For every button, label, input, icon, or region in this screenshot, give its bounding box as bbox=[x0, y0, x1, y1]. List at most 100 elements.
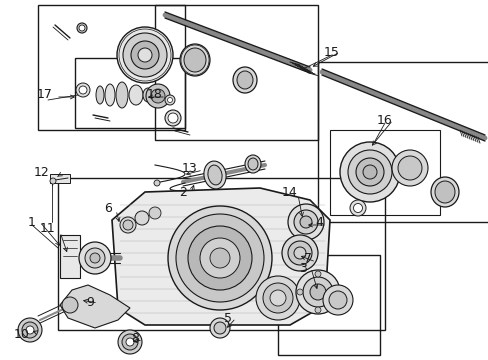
Ellipse shape bbox=[237, 71, 252, 89]
Ellipse shape bbox=[232, 67, 257, 93]
Circle shape bbox=[154, 180, 160, 186]
Text: 12: 12 bbox=[34, 166, 50, 179]
Ellipse shape bbox=[183, 48, 205, 72]
Circle shape bbox=[391, 150, 427, 186]
Circle shape bbox=[287, 204, 324, 240]
Circle shape bbox=[187, 226, 251, 290]
Circle shape bbox=[397, 156, 421, 180]
Text: 11: 11 bbox=[40, 221, 56, 234]
Circle shape bbox=[168, 113, 178, 123]
Text: 18: 18 bbox=[147, 89, 163, 102]
Circle shape bbox=[309, 284, 325, 300]
Text: 17: 17 bbox=[37, 89, 53, 102]
Circle shape bbox=[22, 322, 38, 338]
Text: 16: 16 bbox=[376, 113, 392, 126]
Ellipse shape bbox=[247, 158, 258, 170]
Circle shape bbox=[123, 33, 167, 77]
Text: 15: 15 bbox=[324, 45, 339, 58]
Circle shape bbox=[200, 238, 240, 278]
Circle shape bbox=[120, 217, 136, 233]
Ellipse shape bbox=[430, 177, 458, 207]
Circle shape bbox=[76, 83, 90, 97]
Text: 7: 7 bbox=[304, 252, 311, 265]
Circle shape bbox=[362, 165, 376, 179]
Polygon shape bbox=[60, 285, 130, 328]
Circle shape bbox=[209, 248, 229, 268]
Circle shape bbox=[122, 334, 138, 350]
Ellipse shape bbox=[129, 85, 142, 105]
Circle shape bbox=[332, 289, 338, 295]
Ellipse shape bbox=[180, 44, 209, 76]
Circle shape bbox=[135, 211, 149, 225]
Circle shape bbox=[295, 270, 339, 314]
Circle shape bbox=[138, 48, 152, 62]
Circle shape bbox=[79, 242, 111, 274]
Bar bbox=[317, 62, 488, 222]
Text: 8: 8 bbox=[131, 332, 139, 345]
Circle shape bbox=[118, 330, 142, 354]
Circle shape bbox=[85, 248, 105, 268]
Bar bbox=[60, 235, 80, 278]
Circle shape bbox=[349, 200, 365, 216]
Circle shape bbox=[164, 95, 175, 105]
Circle shape bbox=[126, 338, 134, 346]
Circle shape bbox=[314, 271, 320, 277]
Circle shape bbox=[146, 84, 170, 108]
Text: 14: 14 bbox=[282, 185, 297, 198]
Ellipse shape bbox=[203, 161, 225, 189]
Circle shape bbox=[167, 98, 172, 103]
Text: 5: 5 bbox=[224, 311, 231, 324]
Circle shape bbox=[353, 203, 362, 212]
Circle shape bbox=[296, 289, 303, 295]
Circle shape bbox=[303, 277, 332, 307]
Bar bbox=[75, 58, 184, 128]
Ellipse shape bbox=[116, 82, 128, 108]
Circle shape bbox=[347, 150, 391, 194]
Circle shape bbox=[168, 206, 271, 310]
Circle shape bbox=[90, 253, 100, 263]
Polygon shape bbox=[112, 188, 329, 325]
Circle shape bbox=[50, 178, 56, 184]
Bar bbox=[155, 5, 317, 140]
Circle shape bbox=[123, 220, 133, 230]
Circle shape bbox=[151, 89, 164, 103]
Ellipse shape bbox=[142, 88, 153, 102]
Circle shape bbox=[263, 283, 292, 313]
Circle shape bbox=[314, 307, 320, 313]
Circle shape bbox=[176, 214, 264, 302]
Circle shape bbox=[62, 297, 78, 313]
Circle shape bbox=[323, 285, 352, 315]
Ellipse shape bbox=[105, 84, 115, 106]
Ellipse shape bbox=[207, 165, 222, 185]
Text: 1: 1 bbox=[28, 216, 36, 229]
Circle shape bbox=[299, 216, 311, 228]
Circle shape bbox=[293, 247, 305, 259]
Circle shape bbox=[287, 241, 311, 265]
Text: 10: 10 bbox=[14, 328, 30, 342]
Circle shape bbox=[26, 326, 34, 334]
Circle shape bbox=[79, 25, 85, 31]
Bar bbox=[58, 178, 384, 330]
Text: 4: 4 bbox=[314, 216, 322, 229]
Circle shape bbox=[214, 322, 225, 334]
Circle shape bbox=[256, 276, 299, 320]
Circle shape bbox=[77, 23, 87, 33]
Circle shape bbox=[164, 110, 181, 126]
Ellipse shape bbox=[96, 86, 104, 104]
Circle shape bbox=[117, 27, 173, 83]
Text: 13: 13 bbox=[182, 162, 198, 175]
Circle shape bbox=[328, 291, 346, 309]
Circle shape bbox=[209, 318, 229, 338]
Circle shape bbox=[293, 210, 317, 234]
Circle shape bbox=[339, 142, 399, 202]
Bar bbox=[329, 130, 439, 215]
Circle shape bbox=[282, 235, 317, 271]
Text: 9: 9 bbox=[86, 297, 94, 310]
Circle shape bbox=[79, 86, 87, 94]
Bar bbox=[38, 5, 184, 130]
Circle shape bbox=[355, 158, 383, 186]
Circle shape bbox=[18, 318, 42, 342]
Circle shape bbox=[131, 41, 159, 69]
Circle shape bbox=[149, 207, 161, 219]
Text: 6: 6 bbox=[104, 202, 112, 215]
